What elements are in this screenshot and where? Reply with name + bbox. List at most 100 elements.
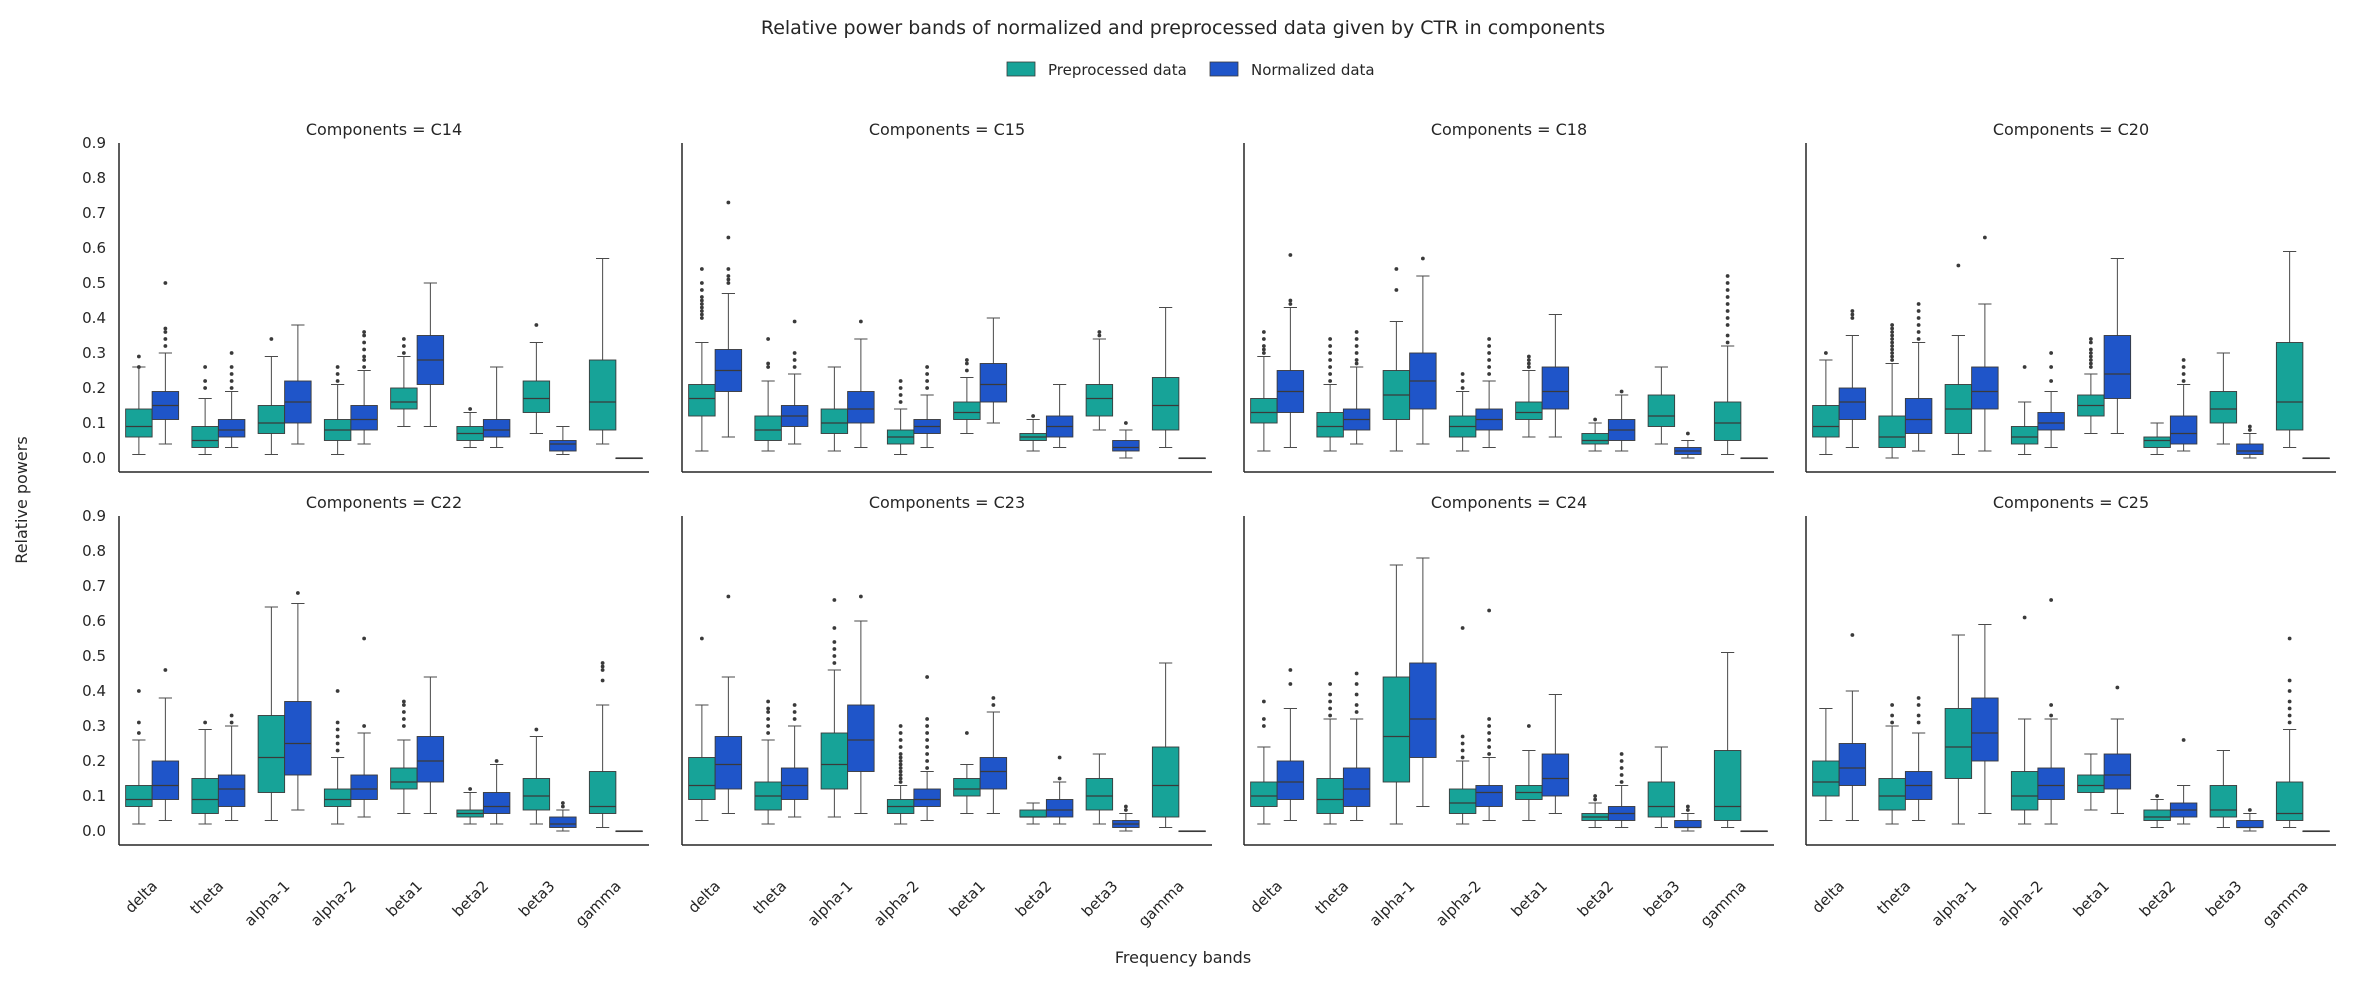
outlier-point	[1354, 351, 1359, 355]
panel-2: Components = C15	[681, 120, 1212, 473]
outlier-point	[1685, 804, 1690, 809]
outlier-point	[792, 351, 797, 355]
y-tick-label: 0.5	[82, 647, 106, 665]
panel-4: Components = C20	[1805, 120, 2336, 473]
outlier-point	[1487, 731, 1492, 735]
x-tick-label: beta3	[1078, 877, 1121, 920]
box-normalized-beta3	[2236, 424, 2264, 459]
box-normalized-beta2	[1607, 752, 1636, 828]
box-normalized-alpha-2	[1475, 608, 1503, 821]
x-tick-label: beta1	[383, 877, 426, 920]
outlier-point	[229, 379, 234, 383]
y-tick-label: 0.1	[82, 787, 106, 805]
outlier-point	[1725, 316, 1730, 320]
box-preprocessed-alpha-2	[323, 689, 352, 825]
outlier-point	[1890, 333, 1895, 338]
outlier-point	[766, 724, 771, 728]
panel-title: Components = C15	[869, 120, 1025, 139]
box-preprocessed-alpha-1	[820, 366, 849, 452]
outlier-point	[1916, 309, 1921, 313]
outlier-point	[792, 319, 797, 324]
outlier-point	[726, 274, 731, 278]
y-tick-label: 0.0	[82, 822, 106, 840]
outlier-point	[1487, 337, 1492, 341]
y-tick-label: 0.2	[82, 752, 106, 770]
outlier-point	[1725, 274, 1730, 278]
outlier-point	[1725, 323, 1730, 327]
outlier-point	[2181, 358, 2186, 362]
box-preprocessed-beta3	[522, 727, 551, 825]
outlier-point	[1460, 748, 1465, 753]
outlier-point	[136, 365, 141, 369]
box-preprocessed-delta	[125, 689, 153, 825]
outlier-point	[1328, 713, 1333, 718]
box-preprocessed-delta	[688, 636, 716, 821]
outlier-point	[2247, 428, 2252, 432]
outlier-point	[1031, 414, 1036, 418]
y-tick-label: 0.3	[82, 344, 106, 362]
outlier-point	[335, 372, 340, 376]
outlier-point	[2049, 379, 2054, 383]
outlier-point	[1619, 773, 1624, 777]
box-iqr	[522, 380, 551, 413]
outlier-point	[726, 267, 731, 271]
outlier-point	[792, 703, 797, 707]
box-iqr	[1045, 799, 1074, 818]
outlier-point	[1725, 309, 1730, 313]
outlier-point	[1420, 256, 1425, 261]
box-iqr	[1581, 433, 1609, 445]
box-iqr	[2209, 391, 2238, 424]
box-preprocessed-alpha-1	[257, 337, 286, 455]
box-normalized-theta	[780, 319, 809, 445]
outlier-point	[766, 731, 771, 735]
outlier-point	[699, 298, 704, 303]
outlier-point	[1982, 235, 1987, 240]
outlier-point	[2088, 365, 2093, 369]
x-tick-label: beta2	[2136, 877, 2179, 920]
box-iqr	[1409, 662, 1437, 758]
outlier-point	[362, 354, 367, 359]
outlier-point	[1328, 344, 1333, 348]
box-preprocessed-alpha-2	[2010, 615, 2039, 825]
x-tick-label: gamma	[2259, 877, 2312, 930]
outlier-point	[2287, 678, 2292, 683]
box-iqr	[780, 767, 809, 800]
outlier-point	[600, 668, 605, 672]
box-preprocessed-alpha-1	[820, 598, 849, 818]
box-normalized-delta	[1838, 309, 1867, 448]
box-normalized-beta2	[1045, 755, 1074, 825]
x-tick-label: alpha-2	[870, 877, 923, 930]
box-preprocessed-gamma	[588, 661, 617, 828]
box-iqr	[522, 778, 551, 811]
outlier-point	[766, 337, 771, 341]
box-iqr	[1276, 760, 1305, 800]
box-iqr	[1475, 785, 1503, 807]
outlier-point	[2287, 636, 2292, 641]
x-tick-label: gamma	[572, 877, 625, 930]
outlier-point	[401, 337, 406, 341]
box-normalized-beta3	[1674, 431, 1702, 459]
outlier-point	[229, 713, 234, 718]
box-preprocessed-beta2	[1581, 794, 1609, 828]
box-normalized-alpha-2	[913, 675, 941, 821]
box-iqr	[1250, 398, 1278, 424]
outlier-point	[1890, 703, 1895, 707]
x-tick-label: alpha-1	[804, 877, 857, 930]
box-iqr	[151, 760, 180, 800]
outlier-point	[858, 594, 863, 599]
box-iqr	[257, 405, 286, 434]
box-iqr	[257, 715, 286, 793]
box-normalized-delta	[714, 200, 743, 438]
box-iqr	[191, 778, 219, 814]
outlier-point	[494, 759, 499, 763]
box-iqr	[754, 415, 782, 441]
outlier-point	[1487, 724, 1492, 728]
box-preprocessed-theta	[754, 337, 782, 452]
outlier-point	[1328, 365, 1333, 369]
outlier-point	[229, 720, 234, 725]
box-iqr	[688, 384, 716, 417]
box-iqr	[350, 405, 378, 431]
panel-5: Components = C22 0.0 0.1 0.2 0.3 0.4 0.5 0.6 0.7…	[82, 493, 649, 930]
box-normalized-alpha-2	[350, 636, 378, 818]
box-iqr	[2236, 443, 2264, 455]
